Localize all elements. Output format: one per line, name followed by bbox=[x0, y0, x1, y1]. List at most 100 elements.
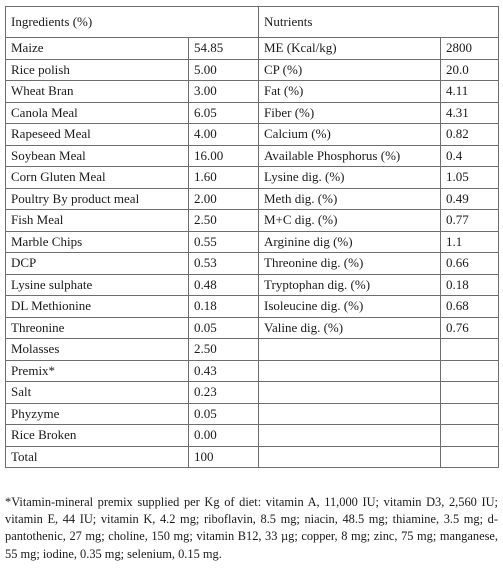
ingredient-cell: Rice Broken bbox=[5, 424, 189, 447]
table-row: Marble Chips 0.55 Arginine dig (%) 1.1 bbox=[5, 230, 500, 253]
nutrient-value-cell: 20.0 bbox=[439, 58, 500, 81]
table-row: Molasses 2.50 bbox=[5, 338, 500, 361]
ingredient-cell: DCP bbox=[5, 252, 189, 275]
nutrient-cell: Available Phosphorus (%) bbox=[258, 144, 441, 167]
ingredient-cell: Corn Gluten Meal bbox=[5, 166, 189, 189]
nutrient-cell bbox=[258, 338, 441, 361]
amount-cell: 0.55 bbox=[188, 230, 259, 253]
ingredient-cell: Fish Meal bbox=[5, 209, 189, 232]
amount-cell: 0.43 bbox=[188, 359, 259, 382]
amount-cell: 0.53 bbox=[188, 252, 259, 275]
amount-cell: 0.23 bbox=[188, 381, 259, 404]
table-row: Canola Meal 6.05 Fiber (%) 4.31 bbox=[5, 101, 500, 124]
amount-cell: 2.50 bbox=[188, 338, 259, 361]
nutrient-cell bbox=[258, 359, 441, 382]
ingredient-cell: Total bbox=[5, 445, 189, 468]
ingredient-cell: Lysine sulphate bbox=[5, 273, 189, 296]
amount-cell: 54.85 bbox=[188, 37, 259, 60]
table-row: Poultry By product meal 2.00 Meth dig. (%)… bbox=[5, 187, 500, 210]
nutrient-value-cell: 1.05 bbox=[439, 166, 500, 189]
nutrient-cell: Tryptophan dig. (%) bbox=[258, 273, 441, 296]
nutrient-cell: Isoleucine dig. (%) bbox=[258, 295, 441, 318]
ingredient-cell: DL Methionine bbox=[5, 295, 189, 318]
amount-cell: 5.00 bbox=[188, 58, 259, 81]
table-row: Fish Meal 2.50 M+C dig. (%) 0.77 bbox=[5, 209, 500, 232]
table-row: Salt 0.23 bbox=[5, 381, 500, 404]
nutrients-header: Nutrients bbox=[257, 6, 500, 38]
ingredient-cell: Threonine bbox=[5, 316, 189, 339]
ingredient-cell: Salt bbox=[5, 381, 189, 404]
nutrient-cell: Calcium (%) bbox=[258, 123, 441, 146]
amount-cell: 6.05 bbox=[188, 101, 259, 124]
nutrient-cell bbox=[258, 445, 441, 468]
nutrient-value-cell: 0.18 bbox=[439, 273, 500, 296]
diet-composition-table: Ingredients (%) Nutrients Maize 54.85 ME (… bbox=[5, 6, 500, 468]
nutrient-cell bbox=[258, 381, 441, 404]
amount-cell: 3.00 bbox=[188, 80, 259, 103]
table-row: Total 100 bbox=[5, 445, 500, 468]
table-header-row: Ingredients (%) Nutrients bbox=[5, 6, 500, 38]
nutrient-value-cell bbox=[439, 381, 500, 404]
table-row: Premix* 0.43 bbox=[5, 359, 500, 382]
nutrient-value-cell: 4.31 bbox=[439, 101, 500, 124]
amount-cell: 2.00 bbox=[188, 187, 259, 210]
amount-cell: 0.05 bbox=[188, 402, 259, 425]
table-row: Rice Broken 0.00 bbox=[5, 424, 500, 447]
table-row: Rapeseed Meal 4.00 Calcium (%) 0.82 bbox=[5, 123, 500, 146]
ingredient-cell: Premix* bbox=[5, 359, 189, 382]
table-row: Soybean Meal 16.00 Available Phosphorus (%… bbox=[5, 144, 500, 167]
ingredient-cell: Poultry By product meal bbox=[5, 187, 189, 210]
amount-cell: 1.60 bbox=[188, 166, 259, 189]
nutrient-value-cell: 2800 bbox=[439, 37, 500, 60]
ingredient-cell: Marble Chips bbox=[5, 230, 189, 253]
table-row: DL Methionine 0.18 Isoleucine dig. (%) 0.68 bbox=[5, 295, 500, 318]
nutrient-value-cell bbox=[439, 359, 500, 382]
ingredient-cell: Canola Meal bbox=[5, 101, 189, 124]
nutrient-value-cell: 0.66 bbox=[439, 252, 500, 275]
nutrient-cell bbox=[258, 402, 441, 425]
amount-cell: 0.00 bbox=[188, 424, 259, 447]
nutrient-cell: Fiber (%) bbox=[258, 101, 441, 124]
ingredient-cell: Maize bbox=[5, 37, 189, 60]
nutrient-value-cell bbox=[439, 338, 500, 361]
ingredient-cell: Rapeseed Meal bbox=[5, 123, 189, 146]
table-row: Maize 54.85 ME (Kcal/kg) 2800 bbox=[5, 37, 500, 60]
nutrient-cell: Threonine dig. (%) bbox=[258, 252, 441, 275]
nutrient-value-cell: 1.1 bbox=[439, 230, 500, 253]
nutrient-cell: CP (%) bbox=[258, 58, 441, 81]
nutrient-value-cell: 0.82 bbox=[439, 123, 500, 146]
nutrient-value-cell: 0.76 bbox=[439, 316, 500, 339]
nutrient-value-cell: 4.11 bbox=[439, 80, 500, 103]
nutrient-cell bbox=[258, 424, 441, 447]
ingredients-header: Ingredients (%) bbox=[5, 6, 259, 38]
ingredient-cell: Phyzyme bbox=[5, 402, 189, 425]
nutrient-cell: Lysine dig. (%) bbox=[258, 166, 441, 189]
table-row: Rice polish 5.00 CP (%) 20.0 bbox=[5, 58, 500, 81]
premix-footnote: *Vitamin-mineral premix supplied per Kg … bbox=[5, 495, 498, 561]
nutrient-value-cell bbox=[439, 445, 500, 468]
table-row: Phyzyme 0.05 bbox=[5, 402, 500, 425]
nutrient-value-cell: 0.4 bbox=[439, 144, 500, 167]
table-row: Wheat Bran 3.00 Fat (%) 4.11 bbox=[5, 80, 500, 103]
table-body: Ingredients (%) Nutrients Maize 54.85 ME (… bbox=[5, 6, 500, 468]
nutrient-cell: ME (Kcal/kg) bbox=[258, 37, 441, 60]
nutrient-value-cell: 0.68 bbox=[439, 295, 500, 318]
nutrient-cell: Fat (%) bbox=[258, 80, 441, 103]
table-row: Threonine 0.05 Valine dig. (%) 0.76 bbox=[5, 316, 500, 339]
table-row: Lysine sulphate 0.48 Tryptophan dig. (%) 0.… bbox=[5, 273, 500, 296]
nutrient-value-cell bbox=[439, 402, 500, 425]
nutrient-cell: M+C dig. (%) bbox=[258, 209, 441, 232]
amount-cell: 4.00 bbox=[188, 123, 259, 146]
amount-cell: 0.18 bbox=[188, 295, 259, 318]
table-row: DCP 0.53 Threonine dig. (%) 0.66 bbox=[5, 252, 500, 275]
nutrient-cell: Arginine dig (%) bbox=[258, 230, 441, 253]
nutrient-value-cell: 0.49 bbox=[439, 187, 500, 210]
nutrient-cell: Meth dig. (%) bbox=[258, 187, 441, 210]
amount-cell: 100 bbox=[188, 445, 259, 468]
amount-cell: 0.05 bbox=[188, 316, 259, 339]
ingredient-cell: Molasses bbox=[5, 338, 189, 361]
amount-cell: 0.48 bbox=[188, 273, 259, 296]
nutrient-value-cell: 0.77 bbox=[439, 209, 500, 232]
nutrient-value-cell bbox=[439, 424, 500, 447]
